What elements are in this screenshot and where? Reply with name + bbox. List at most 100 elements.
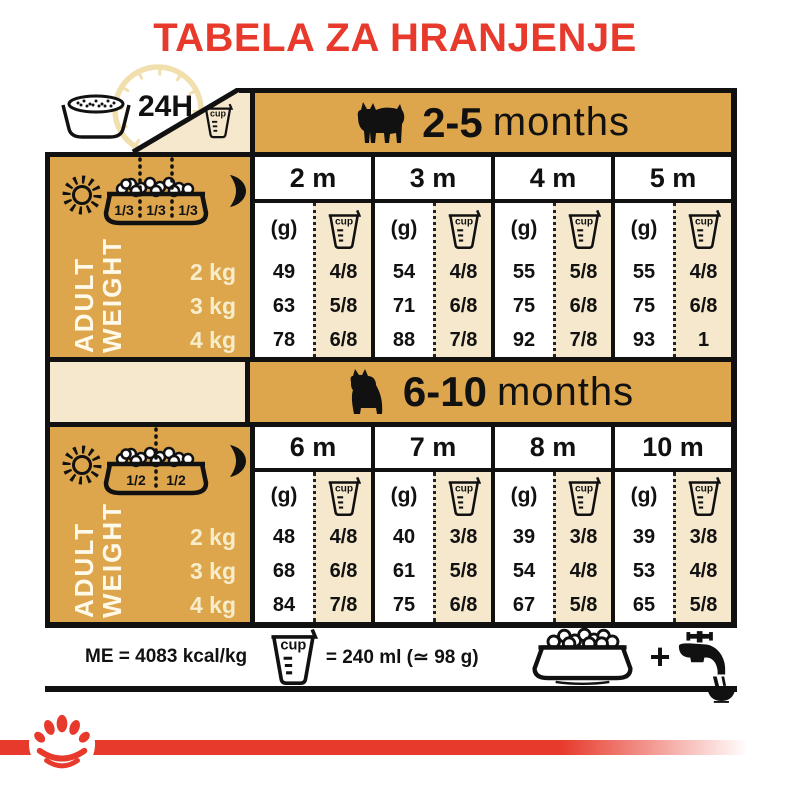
puppy-sitting-icon bbox=[350, 369, 383, 414]
plus-sign: + bbox=[649, 636, 671, 677]
grams-subcolumn: (g) 55 75 92 bbox=[495, 203, 553, 357]
grams-header: (g) bbox=[390, 217, 418, 240]
brand-stripe bbox=[0, 740, 748, 755]
month-column: 2 m (g) 49 63 78 4/8 5/8 6/8 bbox=[250, 157, 371, 357]
cup-icon bbox=[269, 627, 318, 686]
cup-value: 4/8 bbox=[449, 261, 478, 283]
grams-value: 93 bbox=[632, 329, 656, 351]
cup-icon bbox=[566, 208, 601, 249]
cup-value: 4/8 bbox=[329, 526, 358, 548]
svg-text:1/2: 1/2 bbox=[126, 472, 146, 488]
weight-label: 2 kg bbox=[189, 259, 236, 285]
grams-value: 53 bbox=[632, 560, 656, 582]
grams-header: (g) bbox=[630, 217, 658, 240]
cup-value: 1 bbox=[697, 329, 710, 351]
cups-subcolumn: 4/8 6/8 7/8 bbox=[433, 203, 491, 357]
cup-header bbox=[676, 472, 731, 520]
grams-subcolumn: (g) 55 75 93 bbox=[615, 203, 673, 357]
grams-value: 92 bbox=[512, 329, 536, 351]
cup-icon bbox=[446, 475, 481, 516]
me-value: ME = 4083 kcal/kg bbox=[85, 646, 248, 667]
cups-subcolumn: 3/8 4/8 5/8 bbox=[553, 472, 611, 622]
sun-icon bbox=[62, 445, 102, 485]
cup-header bbox=[676, 203, 731, 255]
cup-header bbox=[316, 203, 371, 255]
age-range-label: 2-5 bbox=[422, 98, 483, 146]
moon-icon bbox=[230, 445, 246, 477]
month-header: 4 m bbox=[495, 157, 611, 203]
month-column: 10 m (g) 39 53 65 3/8 4/8 5/8 bbox=[611, 427, 731, 622]
cup-value: 3/8 bbox=[569, 526, 598, 548]
water-tap-icon bbox=[678, 631, 736, 703]
cup-header bbox=[316, 472, 371, 520]
weight-label: 4 kg bbox=[189, 592, 236, 618]
portion-bowl-halves-icon: 1/2 1/2 bbox=[103, 427, 209, 496]
grams-header: (g) bbox=[510, 217, 538, 240]
food-bowl-24h-icon bbox=[61, 94, 131, 139]
grams-value: 71 bbox=[392, 295, 416, 317]
portion-panel-2: 1/2 1/2 ADULT WEIGHT 2 kg 3 kg 4 kg bbox=[50, 427, 250, 622]
month-header: 7 m bbox=[375, 427, 491, 472]
weight-label: 2 kg bbox=[189, 524, 236, 550]
cup-value: 6/8 bbox=[329, 560, 358, 582]
grams-value: 55 bbox=[512, 261, 536, 283]
month-column: 7 m (g) 40 61 75 3/8 5/8 6/8 bbox=[371, 427, 491, 622]
cup-header bbox=[436, 472, 491, 520]
page-title: TABELA ZA HRANJENJE bbox=[153, 16, 637, 60]
month-header: 2 m bbox=[255, 157, 371, 203]
cup-value: 4/8 bbox=[689, 261, 718, 283]
grams-subcolumn: (g) 54 71 88 bbox=[375, 203, 433, 357]
cup-value: 7/8 bbox=[329, 594, 358, 616]
age-band-1: 2-5 months bbox=[250, 88, 737, 152]
weight-rows: 2 kg 3 kg 4 kg bbox=[190, 255, 236, 357]
month-column: 5 m (g) 55 75 93 4/8 6/8 1 bbox=[611, 157, 731, 357]
cup-icon bbox=[446, 208, 481, 249]
age-band-2: 6-10 months bbox=[250, 362, 731, 422]
grams-value: 39 bbox=[512, 526, 536, 548]
royal-canin-crown-logo bbox=[28, 710, 96, 778]
grams-value: 40 bbox=[392, 526, 416, 548]
cup-header bbox=[556, 472, 611, 520]
data-grid-1: 2 m (g) 49 63 78 4/8 5/8 6/8 bbox=[250, 157, 731, 357]
grams-value: 49 bbox=[272, 261, 296, 283]
svg-text:1/3: 1/3 bbox=[178, 202, 198, 218]
svg-text:1/3: 1/3 bbox=[146, 202, 166, 218]
cup-icon bbox=[686, 475, 721, 516]
moon-icon bbox=[230, 175, 246, 207]
portion-panel-1: 1/3 1/3 1/3 ADULT WEIGHT 2 kg 3 kg 4 kg bbox=[50, 157, 250, 357]
cup-icon bbox=[326, 475, 361, 516]
cups-subcolumn: 4/8 6/8 7/8 bbox=[313, 472, 371, 622]
grams-value: 61 bbox=[392, 560, 416, 582]
cups-subcolumn: 4/8 6/8 1 bbox=[673, 203, 731, 357]
month-column: 3 m (g) 54 71 88 4/8 6/8 7/8 bbox=[371, 157, 491, 357]
cup-header bbox=[556, 203, 611, 255]
month-header: 8 m bbox=[495, 427, 611, 472]
cup-value: 7/8 bbox=[569, 329, 598, 351]
grams-value: 75 bbox=[392, 594, 416, 616]
cup-value: 3/8 bbox=[689, 526, 718, 548]
svg-text:1/3: 1/3 bbox=[114, 202, 134, 218]
cup-value: 4/8 bbox=[569, 560, 598, 582]
cup-value: 6/8 bbox=[449, 295, 478, 317]
grams-value: 39 bbox=[632, 526, 656, 548]
cup-equivalence: = 240 ml (≃ 98 g) bbox=[325, 646, 479, 668]
month-header: 5 m bbox=[615, 157, 731, 203]
grams-value: 84 bbox=[272, 594, 296, 616]
cups-subcolumn: 3/8 5/8 6/8 bbox=[433, 472, 491, 622]
footer: ME = 4083 kcal/kg = 240 ml (≃ 98 g) + bbox=[45, 622, 737, 703]
adult-weight-label: ADULT WEIGHT bbox=[69, 502, 127, 618]
empty-cell bbox=[50, 362, 250, 422]
cups-subcolumn: 5/8 6/8 7/8 bbox=[553, 203, 611, 357]
weight-label: 4 kg bbox=[189, 327, 236, 353]
cup-icon bbox=[326, 208, 361, 249]
sun-icon bbox=[62, 175, 102, 215]
grams-value: 54 bbox=[392, 261, 416, 283]
section-6-10-months: 1/2 1/2 ADULT WEIGHT 2 kg 3 kg 4 kg 6 m bbox=[45, 422, 737, 622]
cup-value: 6/8 bbox=[329, 329, 358, 351]
cup-value: 5/8 bbox=[329, 295, 358, 317]
grams-subcolumn: (g) 48 68 84 bbox=[255, 472, 313, 622]
cup-value: 6/8 bbox=[569, 295, 598, 317]
grams-value: 63 bbox=[272, 295, 296, 317]
age-unit-label: months bbox=[496, 369, 635, 414]
cup-value: 5/8 bbox=[689, 594, 718, 616]
